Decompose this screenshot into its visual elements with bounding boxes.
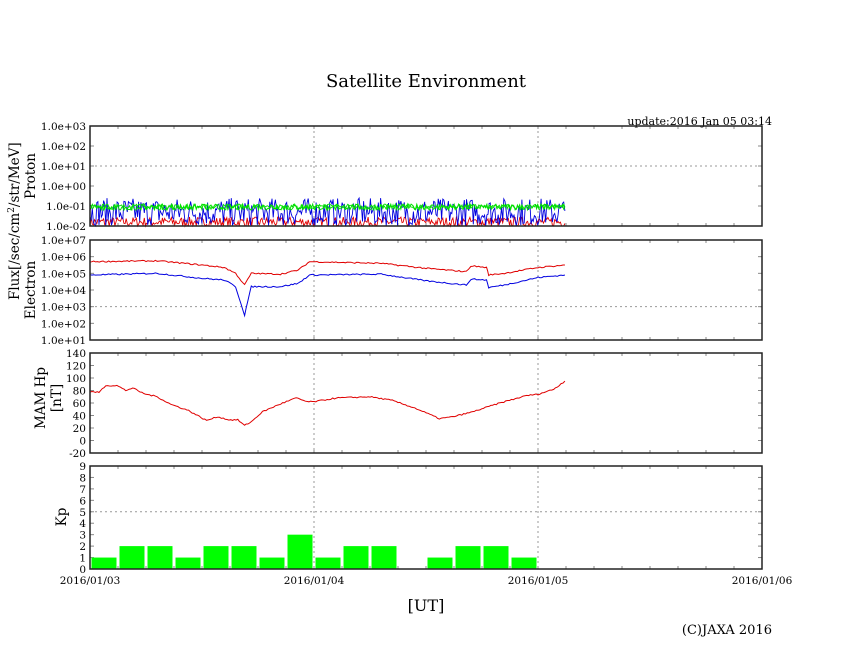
electron-panel: 1.0e+01 1.0e+02 1.0e+03 1.0e+04 1.0e+05 1.0e+… (41, 235, 763, 347)
y-tick-label: 1.0e-01 (46, 201, 86, 213)
y-tick-label: 1.0e+02 (41, 318, 86, 330)
y-tick-label: 1.0e+07 (41, 235, 86, 247)
y-tick-label: 1.0e+01 (41, 335, 86, 347)
y-tick-label: 0 (79, 436, 86, 448)
kp-bar (371, 546, 397, 569)
kp-bar (287, 534, 313, 569)
electron-series-red (89, 259, 565, 286)
electron-series-blue (89, 272, 566, 318)
kp-bar (91, 557, 117, 569)
y-tick-label: 4 (79, 518, 86, 530)
y-tick-label: -20 (69, 448, 86, 460)
kp-bar (315, 557, 341, 569)
y-tick-label: 7 (79, 484, 86, 496)
x-tick-label: 2016/01/03 (60, 575, 121, 587)
kp-bar (259, 557, 285, 569)
y-tick-label: 1 (79, 553, 86, 565)
y-tick-label: 1.0e+03 (41, 121, 86, 133)
chart-title: Satellite Environment (326, 71, 527, 92)
y-tick-label: 20 (73, 423, 86, 435)
y-tick-label: 60 (73, 398, 86, 410)
x-tick-label: 2016/01/05 (508, 575, 569, 587)
y-tick-label: 1.0e+04 (41, 285, 86, 297)
kp-bar (175, 557, 201, 569)
y-tick-label: 3 (79, 530, 86, 542)
x-tick-label: 2016/01/06 (732, 575, 793, 587)
kp-bar (511, 557, 537, 569)
y-tick-label: 120 (66, 361, 86, 373)
kp-axis-label: Kp (54, 508, 70, 527)
kp-bar (147, 546, 173, 569)
flux-axis-label: Flux[/sec/cm2/str/MeV] (7, 142, 23, 300)
y-tick-label: 100 (66, 373, 86, 385)
kp-bar (203, 546, 229, 569)
mam-hp-unit-label: [nT] (49, 384, 65, 412)
electron-frame (89, 239, 763, 341)
proton-frame (89, 125, 763, 227)
y-tick-label: 80 (73, 386, 86, 398)
kp-bar (483, 546, 509, 569)
x-axis-label: [UT] (408, 596, 445, 615)
y-tick-label: 2 (79, 541, 86, 553)
kp-bar (427, 557, 453, 569)
copyright: (C)JAXA 2016 (682, 623, 772, 638)
proton-panel: 1.0e-02 1.0e-01 1.0e+00 1.0e+01 1.0e+02 1.0e+… (41, 121, 763, 233)
y-tick-label: 1.0e+06 (41, 252, 86, 264)
proton-series-red (89, 215, 566, 228)
update-timestamp: update:2016 Jan 05 03:14 (627, 115, 772, 128)
kp-bar (119, 546, 145, 569)
y-tick-label: 5 (79, 507, 86, 519)
y-tick-label: 40 (73, 411, 86, 423)
y-tick-label: 1.0e+00 (41, 181, 86, 193)
y-tick-label: 0 (79, 564, 86, 576)
x-tick-label: 2016/01/04 (284, 575, 345, 587)
y-tick-label: 1.0e+05 (41, 268, 86, 280)
y-tick-label: 8 (79, 472, 86, 484)
kp-bar (231, 546, 257, 569)
kp-bar (455, 546, 481, 569)
kp-frame (89, 465, 763, 570)
y-tick-label: 6 (79, 495, 86, 507)
mam_hp-frame (89, 352, 763, 454)
y-tick-label: 1.0e+03 (41, 302, 86, 314)
y-tick-label: 1.0e+02 (41, 141, 86, 153)
mam-hp-axis-label: MAM Hp (33, 367, 49, 429)
y-tick-label: 1.0e-02 (46, 221, 86, 233)
y-tick-label: 1.0e+01 (41, 161, 86, 173)
kp-bar (343, 546, 369, 569)
electron-axis-label: Electron (23, 260, 39, 319)
y-tick-label: 9 (79, 461, 86, 473)
proton-series-green-top (89, 202, 566, 212)
proton-axis-label: Proton (23, 153, 39, 199)
y-tick-label: 140 (66, 348, 86, 360)
mam_hp-series-Hp (89, 380, 566, 426)
